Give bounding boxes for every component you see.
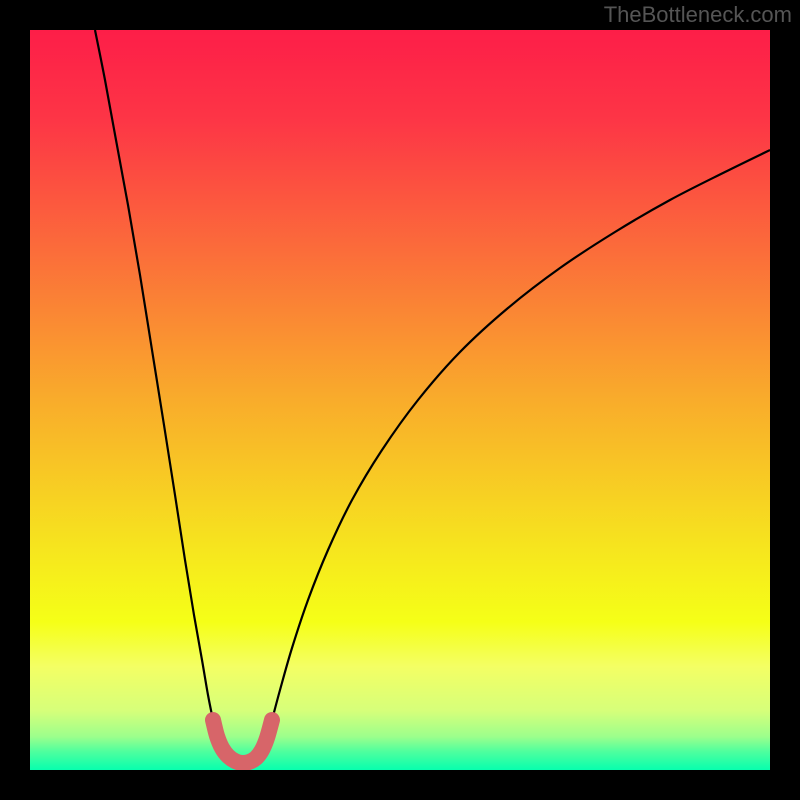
bottom-marker (213, 720, 272, 763)
curve-right (272, 150, 770, 720)
curve-left (95, 30, 213, 720)
plot-area (30, 30, 770, 770)
attribution-text: TheBottleneck.com (604, 2, 792, 28)
curve-layer (30, 30, 770, 770)
